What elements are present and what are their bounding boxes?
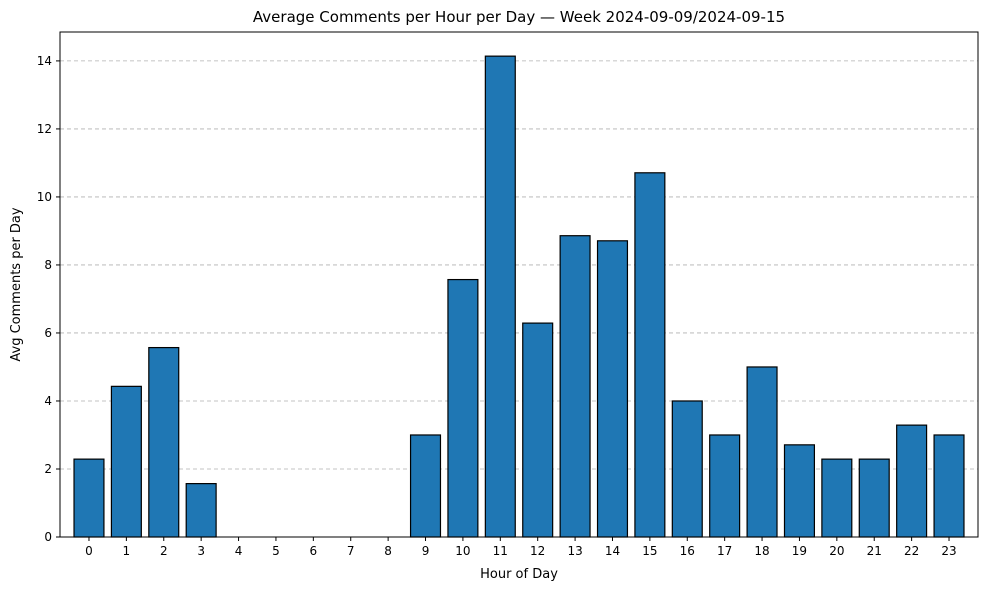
y-axis-label: Avg Comments per Day <box>9 207 24 362</box>
x-tick-label: 8 <box>384 544 392 558</box>
plot-frame <box>59 31 979 538</box>
x-tick-label: 11 <box>493 544 508 558</box>
y-tick-label: 0 <box>44 530 52 544</box>
x-tick-label: 19 <box>792 544 807 558</box>
bar-hour-17 <box>709 434 741 538</box>
x-tick-label: 7 <box>347 544 355 558</box>
bar-hour-19 <box>783 444 816 538</box>
x-tick-label: 21 <box>867 544 882 558</box>
x-tick-label: 9 <box>422 544 430 558</box>
x-tick-label: 16 <box>680 544 695 558</box>
x-tick-label: 5 <box>272 544 280 558</box>
x-tick-label: 23 <box>941 544 956 558</box>
y-tick-label: 6 <box>44 326 52 340</box>
y-tick-label: 14 <box>37 54 52 68</box>
bar-hour-23 <box>933 434 965 538</box>
grid <box>60 60 978 470</box>
bar-hour-16 <box>671 400 703 538</box>
bar-hour-20 <box>821 458 853 538</box>
x-tick-label: 1 <box>123 544 131 558</box>
bar-hour-2 <box>148 346 180 538</box>
bar-hour-0 <box>73 458 105 538</box>
x-tick-label: 14 <box>605 544 620 558</box>
bar-hour-9 <box>409 434 442 538</box>
bar-hour-18 <box>746 366 778 538</box>
x-tick-label: 6 <box>310 544 318 558</box>
bar-hour-15 <box>634 172 666 538</box>
bar-hour-1 <box>110 385 142 538</box>
x-tick-label: 3 <box>197 544 205 558</box>
x-tick-label: 17 <box>717 544 732 558</box>
x-tick-label: 2 <box>160 544 168 558</box>
y-tick-label: 12 <box>37 122 52 136</box>
y-tick-label: 2 <box>44 462 52 476</box>
x-tick-label: 15 <box>642 544 657 558</box>
x-tick-label: 0 <box>85 544 93 558</box>
y-tick-label: 4 <box>44 394 52 408</box>
bar-hour-10 <box>447 278 479 538</box>
x-tick-label: 20 <box>829 544 844 558</box>
chart-title: Average Comments per Hour per Day — Week… <box>253 8 785 26</box>
x-tick-label: 4 <box>235 544 243 558</box>
x-axis-label: Hour of Day <box>480 567 558 582</box>
bar-hour-11 <box>484 55 516 538</box>
x-tick-label: 12 <box>530 544 545 558</box>
bar-hour-3 <box>185 483 217 538</box>
x-tick-label: 22 <box>904 544 919 558</box>
x-tick-label: 13 <box>567 544 582 558</box>
bar-hour-22 <box>896 424 928 538</box>
y-tick-label: 8 <box>44 258 52 272</box>
bar-hour-13 <box>559 235 591 538</box>
bar-hour-21 <box>858 458 890 538</box>
y-tick-label: 10 <box>37 190 52 204</box>
x-tick-label: 18 <box>754 544 769 558</box>
bar-hour-12 <box>522 322 554 538</box>
bars <box>73 55 965 538</box>
x-tick-label: 10 <box>455 544 470 558</box>
bar-hour-14 <box>596 240 629 538</box>
